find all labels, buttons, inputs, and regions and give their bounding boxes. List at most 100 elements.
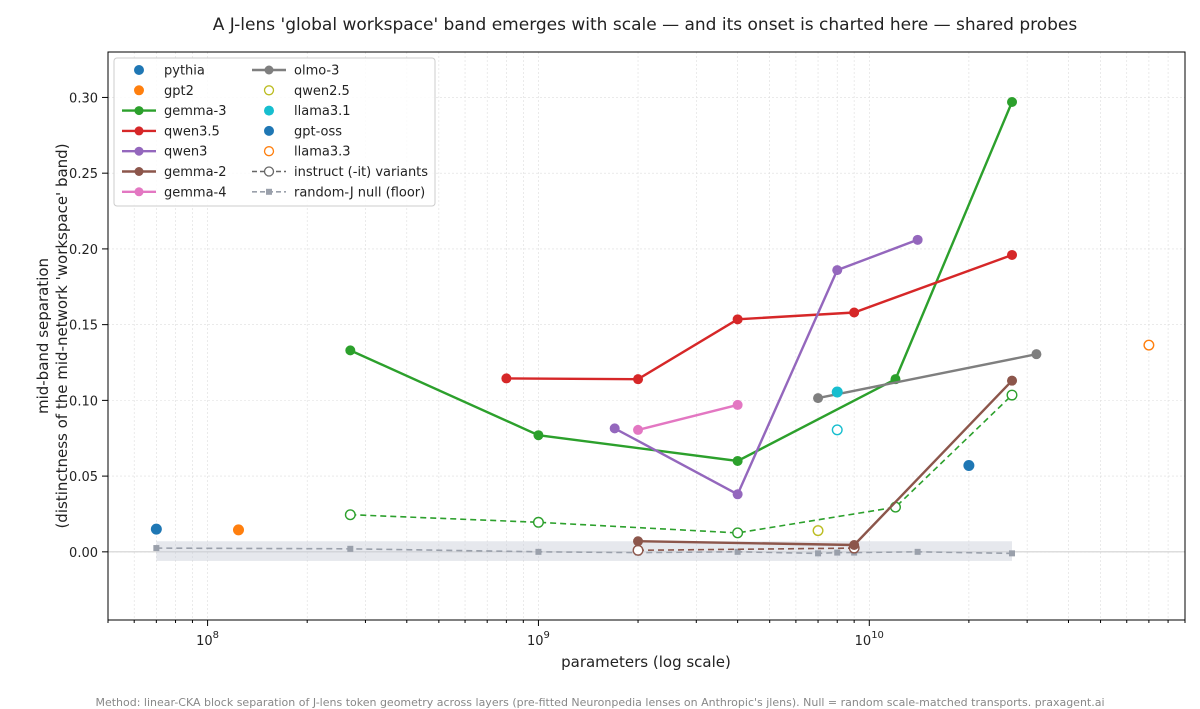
data-point-gemma-4	[732, 399, 743, 410]
method-footnote: Method: linear-CKA block separation of J…	[95, 696, 1104, 709]
legend-swatch-marker-gemma-4	[134, 187, 144, 197]
y-tick-label: 0.10	[69, 394, 98, 409]
null-floor-band-layer	[156, 541, 1013, 561]
data-point-gemma-3	[345, 345, 356, 356]
null-floor-point	[347, 545, 354, 552]
legend-box	[113, 57, 436, 207]
legend-label-qwen2.5: qwen2.5	[294, 84, 350, 99]
x-tick-label-base: 10	[855, 634, 872, 649]
null-floor-point	[535, 548, 542, 555]
data-point-qwen3.5	[501, 373, 512, 384]
legend-swatch-marker-olmo-3	[264, 65, 274, 75]
data-point-pythia	[150, 523, 162, 535]
x-tick-label: 1010	[855, 630, 884, 649]
x-tick-label: 108	[196, 630, 219, 649]
data-point-qwen3.5	[849, 307, 860, 318]
legend-label-gpt-oss: gpt-oss	[294, 124, 342, 139]
data-point-qwen3	[609, 423, 620, 434]
legend-swatch-marker-qwen3	[134, 146, 144, 156]
instruct-point-gemma-3	[732, 527, 744, 539]
legend-label-llama3.3: llama3.3	[294, 145, 351, 160]
null-floor-band	[156, 541, 1013, 561]
y-axis-label: mid-band separation (distinctness of the…	[34, 143, 71, 528]
data-point-gemma-4	[633, 424, 644, 435]
legend-label-gemma-3: gemma-3	[164, 104, 227, 119]
legend-swatch-marker-gemma-2	[134, 167, 144, 176]
grid-layer	[107, 52, 1186, 620]
x-tick-label-base: 10	[196, 634, 213, 649]
instruct-line-gemma-2	[637, 547, 855, 552]
null-floor-line	[156, 547, 1013, 555]
legend-swatch-marker-gemma-3	[134, 106, 144, 116]
legend-label-gpt2: gpt2	[164, 84, 194, 99]
y-tick-label: 0.05	[69, 470, 98, 485]
instruct-point-gemma-3	[1006, 389, 1018, 401]
instruct-point-gemma-3	[344, 509, 356, 521]
y-axis-label-line2: (distinctness of the mid-network 'worksp…	[53, 143, 71, 528]
data-point-gpt-oss	[963, 460, 975, 472]
instruct-point-llama3.1	[831, 424, 843, 436]
series-layer	[150, 96, 1155, 557]
data-point-qwen3.5	[732, 314, 743, 325]
legend-label-olmo-3: olmo-3	[294, 64, 339, 79]
null-floor-point	[1009, 550, 1016, 557]
legend-swatch-marker-qwen2.5	[263, 85, 275, 96]
y-tick-label: 0.20	[69, 243, 98, 258]
data-point-gemma-3	[732, 455, 743, 466]
data-point-qwen3	[732, 489, 743, 500]
data-point-gemma-3	[1007, 96, 1018, 107]
legend-swatch-marker-instruct	[263, 166, 275, 177]
legend-swatch-marker-null	[266, 188, 272, 195]
instruct-point-gemma-3	[532, 516, 544, 528]
data-point-qwen3.5	[633, 374, 644, 385]
instruct-point-gemma-2	[632, 544, 644, 556]
legend-swatch-marker-gpt-oss	[264, 125, 274, 136]
y-tick-label: 0.00	[69, 546, 98, 561]
y-tick-label: 0.15	[69, 319, 98, 334]
legend-swatch-marker-pythia	[134, 65, 144, 75]
y-axis-label-line1: mid-band separation	[34, 258, 52, 414]
y-tick-label: 0.30	[69, 91, 98, 106]
series-line-qwen3	[614, 238, 919, 496]
null-floor-point	[153, 545, 160, 552]
data-point-qwen2.5	[812, 525, 824, 537]
legend-label-gemma-4: gemma-4	[164, 185, 227, 200]
instruct-line-gemma-3	[350, 394, 1013, 534]
x-tick-label-base: 10	[527, 634, 544, 649]
legend-swatch-marker-llama3.1	[264, 105, 274, 116]
series-line-olmo-3	[817, 353, 1037, 400]
legend-label-gemma-2: gemma-2	[164, 165, 227, 180]
legend-label-instruct (-it) variants: instruct (-it) variants	[294, 165, 428, 180]
data-point-gemma-3	[533, 430, 544, 441]
legend-swatch-marker-llama3.3	[263, 146, 275, 157]
x-axis-label: parameters (log scale)	[561, 653, 731, 671]
plot-frame	[107, 51, 1186, 621]
null-floor-point	[815, 550, 822, 557]
legend-swatch-marker-gpt2	[134, 85, 144, 96]
data-point-qwen3.5	[1007, 249, 1018, 260]
series-line-gemma-4	[637, 403, 738, 432]
null-floor-point	[914, 548, 921, 555]
data-point-llama3.1	[831, 386, 843, 398]
legend-label-random-J null (floor): random-J null (floor)	[294, 185, 425, 200]
data-point-gemma-2	[633, 536, 644, 547]
data-point-gemma-2	[1007, 375, 1018, 386]
x-tick-label-exponent: 8	[213, 630, 219, 641]
null-floor-point	[834, 549, 841, 556]
x-tick-label-exponent: 10	[871, 630, 884, 641]
x-tick-label-exponent: 9	[544, 630, 550, 641]
chart-title: A J-lens 'global workspace' band emerges…	[213, 15, 1078, 35]
data-point-olmo-3	[813, 393, 824, 404]
x-tick-label: 109	[527, 630, 550, 649]
y-tick-label: 0.25	[69, 167, 98, 182]
data-point-qwen3	[912, 234, 923, 245]
data-point-olmo-3	[1031, 349, 1042, 360]
legend-swatch-marker-qwen3.5	[134, 126, 144, 136]
data-point-qwen3	[832, 265, 843, 276]
legend: pythia gpt2 gemma-3 qwen3.5 qwen3 gemma-2 gemm…	[113, 57, 436, 207]
legend-label-qwen3: qwen3	[164, 145, 207, 160]
legend-label-llama3.1: llama3.1	[294, 104, 351, 119]
